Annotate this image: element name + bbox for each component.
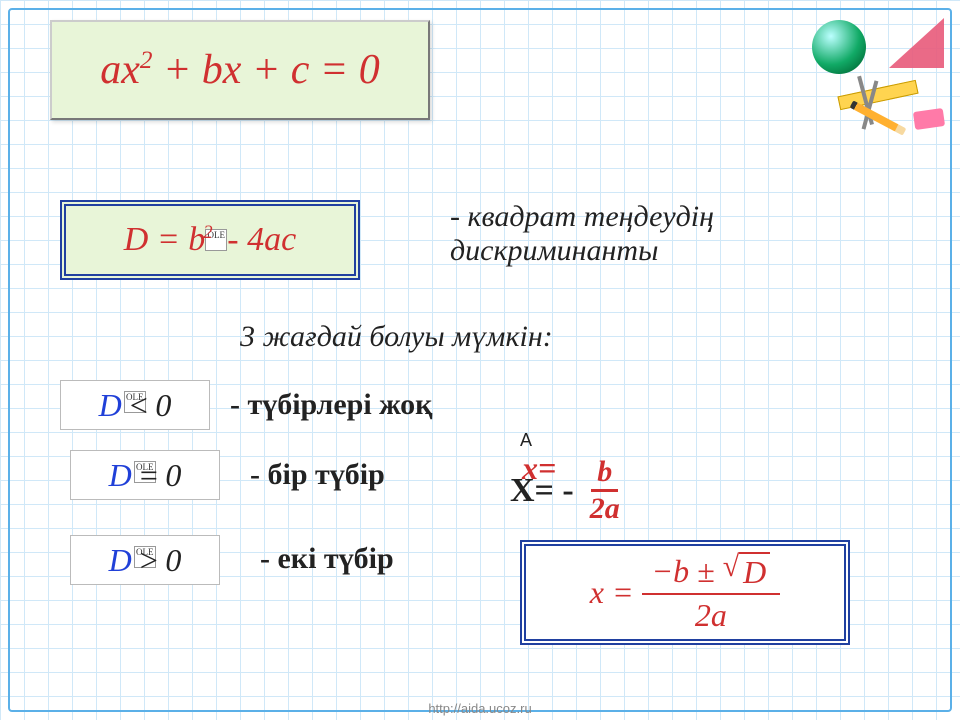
zero: 0 (155, 387, 171, 424)
quadratic-equation-box: ax2 + bx + c = 0 (50, 20, 430, 120)
discriminant-exp: 2 (203, 222, 212, 244)
overlay-letter-a: А (520, 430, 532, 451)
x-var: x (590, 574, 604, 611)
zero: 0 (165, 542, 181, 579)
roots-formula-box: x = −b ± D 2a (520, 540, 850, 645)
discriminant-box: D = b 2 OLE - 4ac (60, 200, 360, 280)
case1-text: - түбірлері жоқ (230, 388, 432, 422)
single-root-formula: х= Х= - b 2a (510, 455, 626, 526)
discriminant-label: - квадрат теңдеудің дискриминанты (450, 200, 880, 268)
exponent-2: 2 (140, 47, 153, 74)
roots-numerator: −b ± D (642, 550, 781, 595)
roots-denominator: 2a (685, 595, 737, 636)
op-gt: OLE > (138, 542, 160, 579)
roots-fraction: −b ± D 2a (642, 550, 781, 636)
discriminant-lhs: D = b (124, 221, 206, 259)
denominator: 2a (584, 492, 626, 526)
triangle-icon (889, 18, 944, 68)
roots-formula: x = −b ± D 2a (590, 550, 781, 636)
case-d-less-0: D OLE < 0 (60, 380, 210, 430)
d-var: D (109, 542, 132, 579)
tools-decoration (808, 12, 948, 132)
pencil-icon (850, 100, 907, 135)
equals: = (612, 574, 634, 611)
minus-b-pm: −b ± (652, 553, 715, 590)
case-d-gt-0: D OLE > 0 (70, 535, 220, 585)
quadratic-equation: ax2 + bx + c = 0 (100, 46, 380, 94)
eraser-icon (913, 108, 945, 130)
cases-heading: 3 жағдай болуы мүмкін: (240, 320, 553, 354)
sqrt-body: D (739, 552, 770, 591)
term-ax: ax (100, 47, 140, 93)
equation-rest: + bx + c = 0 (152, 47, 379, 93)
watermark-url: http://aida.ucoz.ru (428, 701, 531, 716)
compass-icon (862, 80, 879, 129)
d-var: D (99, 387, 122, 424)
zero: 0 (165, 457, 181, 494)
content-layer: ax2 + bx + c = 0 D = b 2 OLE - 4ac - ква… (0, 0, 960, 720)
globe-icon (812, 20, 866, 74)
op-eq: OLE = (138, 457, 160, 494)
case-d-eq-0: D OLE = 0 (70, 450, 220, 500)
sqrt-icon: D (723, 552, 771, 591)
case2-text: - бір түбір (250, 458, 385, 492)
fraction-b-over-2a: b 2a (584, 455, 626, 526)
d-var: D (109, 457, 132, 494)
discriminant-rhs: - 4ac (227, 221, 296, 259)
op-less: OLE < (128, 387, 150, 424)
numerator: b (591, 455, 618, 492)
x-eq-red: х= (522, 450, 556, 487)
case3-text: - екі түбір (260, 542, 394, 576)
